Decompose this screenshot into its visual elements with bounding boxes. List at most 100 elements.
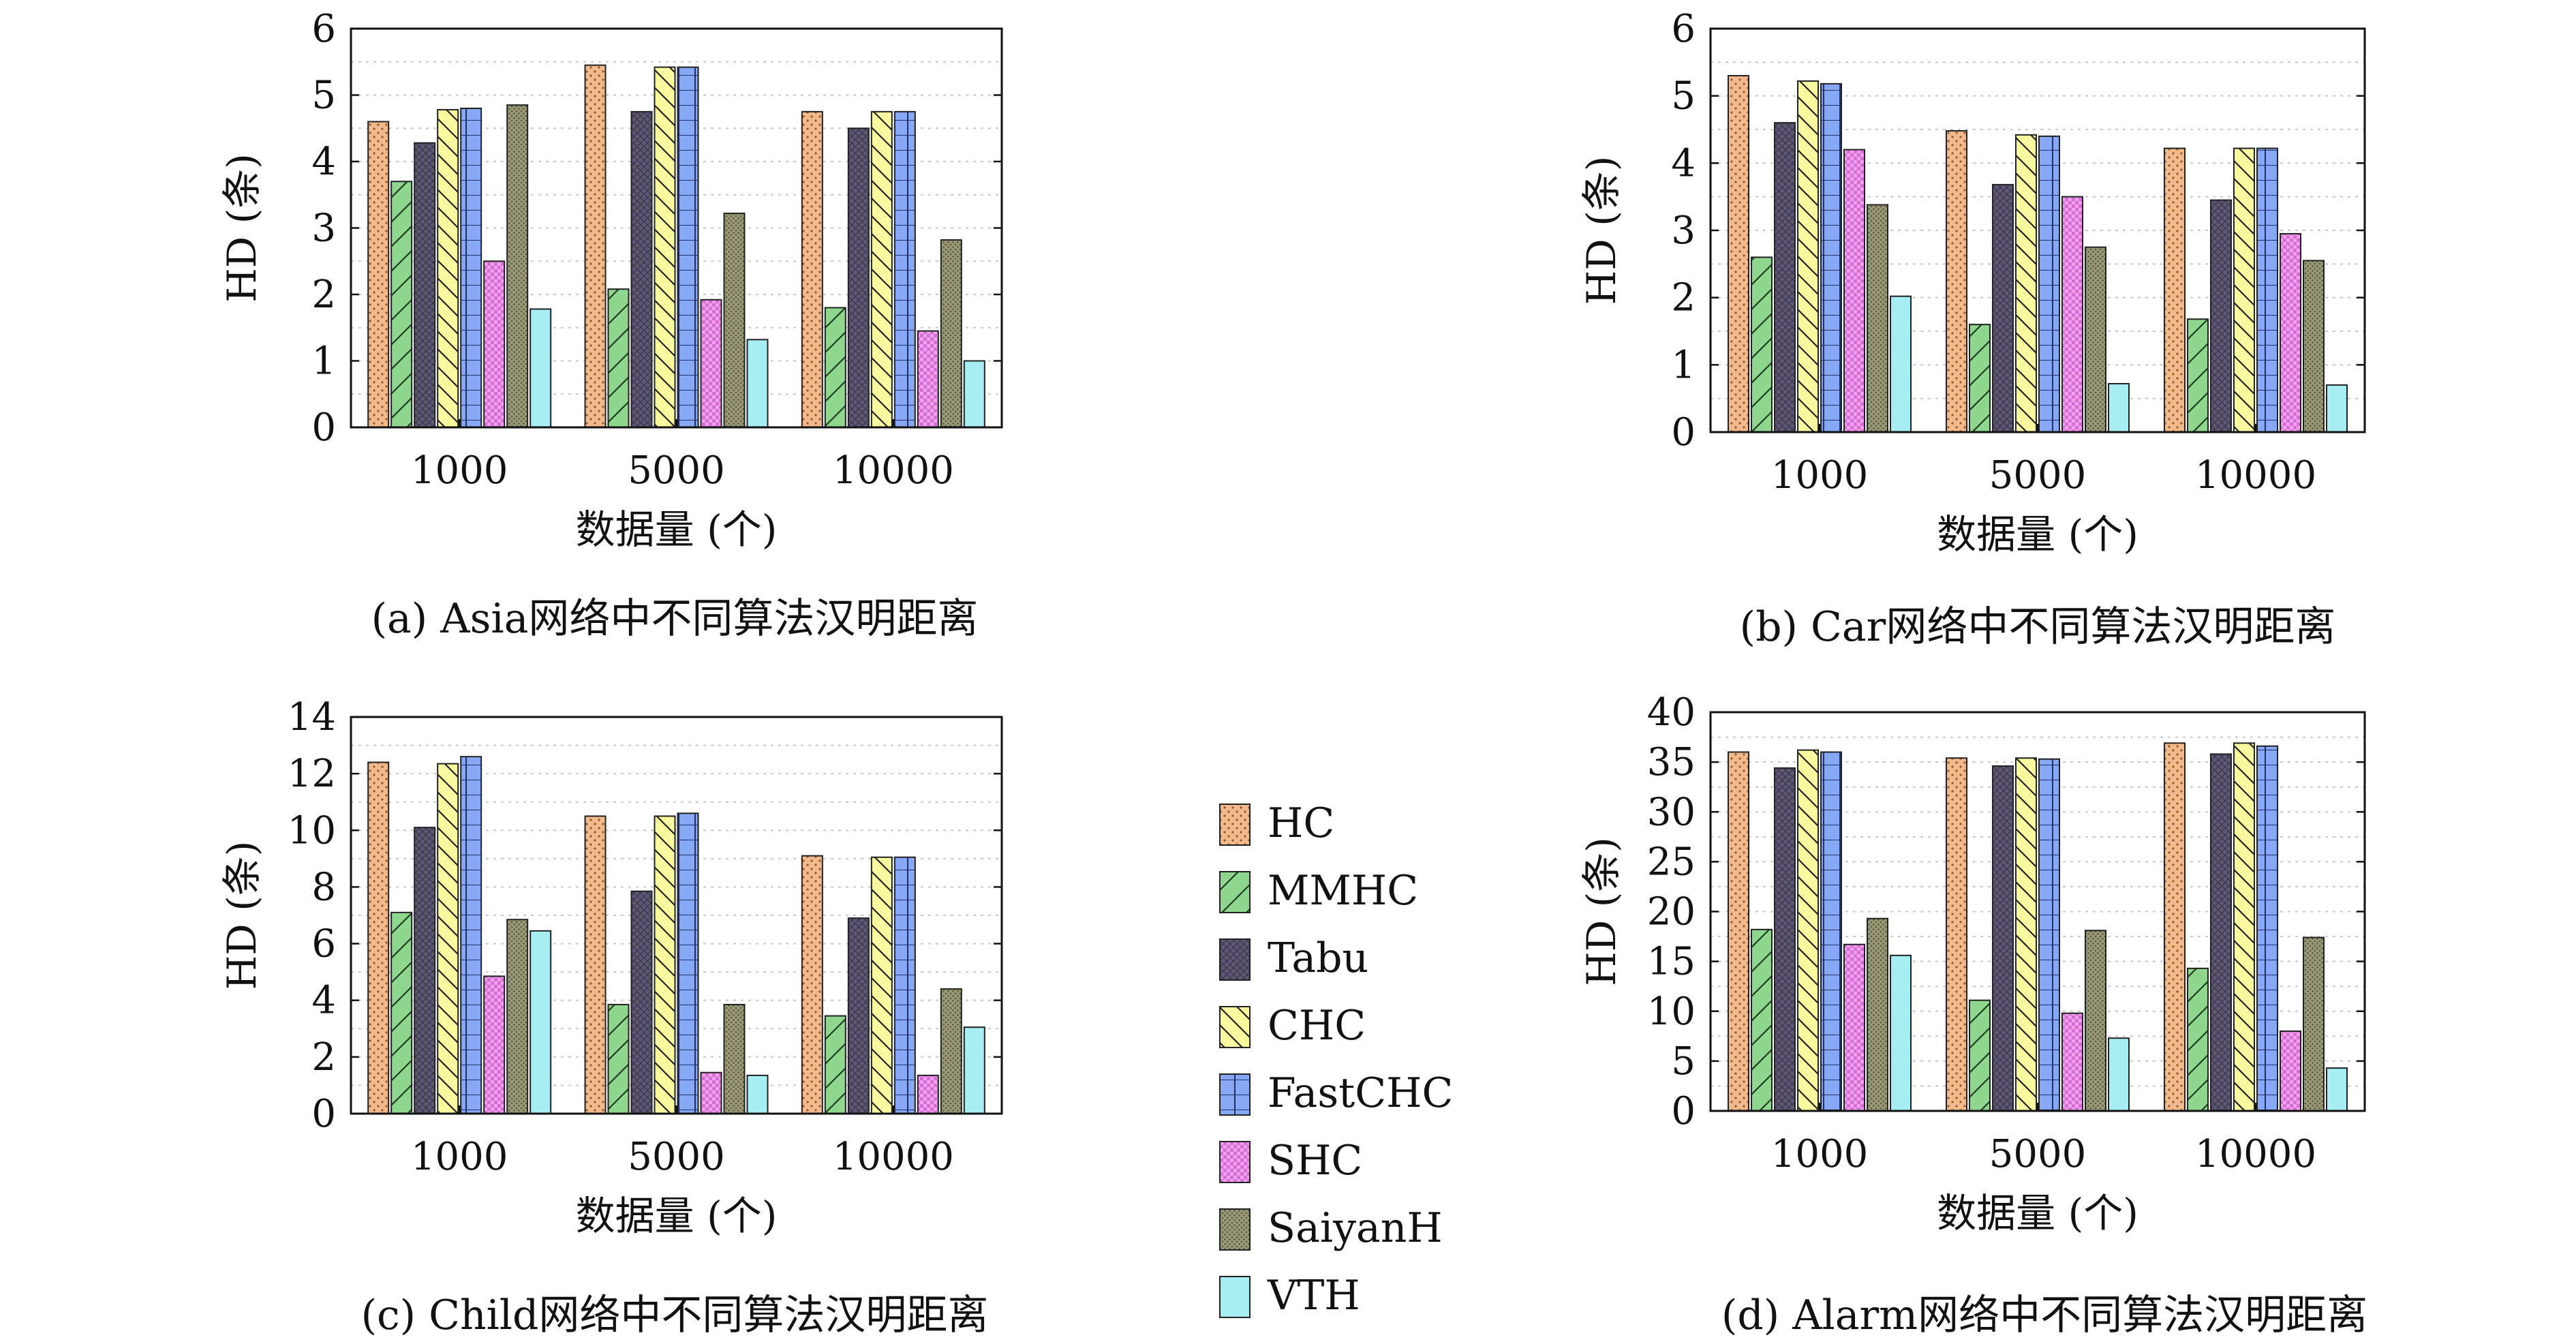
alarm-x-axis-title: 数据量 (个) bbox=[1937, 1190, 2138, 1236]
asia-bar-mmhc-10000 bbox=[824, 307, 846, 428]
legend-label-hc: HC bbox=[1268, 799, 1334, 847]
asia-bar-fastchc-5000 bbox=[677, 66, 699, 429]
car-bar-saiyanh-5000 bbox=[2085, 246, 2106, 433]
car-bar-vth-1000 bbox=[1890, 295, 1912, 433]
alarm-bar-hc-5000 bbox=[1946, 757, 1967, 1112]
car-bar-hc-10000 bbox=[2164, 147, 2186, 433]
alarm-bar-mmhc-10000 bbox=[2187, 967, 2209, 1112]
legend-swatch-chc bbox=[1219, 1006, 1251, 1048]
alarm-bar-chc-5000 bbox=[2015, 757, 2037, 1112]
car-y-tick-label: 6 bbox=[1671, 7, 1696, 51]
asia-x-tick-label: 10000 bbox=[833, 448, 954, 493]
child-x-tick-label: 5000 bbox=[628, 1135, 725, 1179]
car-bar-chc-1000 bbox=[1797, 80, 1819, 433]
asia-bar-saiyanh-1000 bbox=[506, 104, 529, 428]
car-y-tick-label: 5 bbox=[1671, 74, 1696, 119]
child-bar-saiyanh-1000 bbox=[506, 919, 529, 1114]
car-bar-hc-5000 bbox=[1946, 129, 1967, 433]
asia-bar-vth-5000 bbox=[746, 339, 769, 428]
alarm-bar-hc-10000 bbox=[2164, 742, 2186, 1112]
child-y-tick-label: 2 bbox=[311, 1035, 336, 1080]
asia-bar-shc-5000 bbox=[700, 299, 722, 428]
legend-label-chc: CHC bbox=[1268, 1002, 1366, 1050]
asia-y-tick-label: 5 bbox=[311, 74, 336, 118]
caption-asia: (a) Asia网络中不同算法汉明距离 bbox=[371, 595, 979, 643]
alarm-bar-mmhc-5000 bbox=[1969, 999, 1991, 1112]
asia-bar-chc-5000 bbox=[654, 66, 676, 429]
legend-swatch-mmhc bbox=[1219, 871, 1251, 913]
asia-bar-saiyanh-5000 bbox=[723, 213, 746, 428]
chart-panel-car: 1000 5000 10000 0 1 2 3 4 5 6 数据量 (个) HD (条) bbox=[1578, 7, 2366, 558]
asia-plot-frame bbox=[350, 27, 1003, 429]
legend-label-tabu: Tabu bbox=[1268, 934, 1368, 982]
legend-label-vth: VTH bbox=[1267, 1272, 1360, 1319]
child-bar-fastchc-5000 bbox=[677, 812, 699, 1115]
alarm-y-tick-label: 25 bbox=[1647, 840, 1696, 884]
asia-y-tick-label: 6 bbox=[311, 7, 336, 51]
child-bar-fastchc-10000 bbox=[893, 856, 916, 1114]
alarm-y-tick-label: 10 bbox=[1647, 990, 1696, 1034]
alarm-y-axis-title: HD (条) bbox=[1578, 837, 1625, 986]
child-bar-hc-10000 bbox=[801, 855, 823, 1114]
asia-bar-vth-1000 bbox=[530, 308, 552, 429]
chart-panel-asia: 1000 5000 10000 0 1 2 3 4 5 6 数据量 (个) HD (条) bbox=[219, 7, 1003, 553]
asia-x-tick-label: 5000 bbox=[628, 448, 725, 493]
asia-y-tick-label: 3 bbox=[311, 207, 336, 251]
child-bar-vth-1000 bbox=[530, 930, 552, 1114]
car-y-tick-label: 2 bbox=[1671, 276, 1696, 320]
alarm-bar-tabu-5000 bbox=[1992, 765, 2014, 1112]
child-bar-vth-5000 bbox=[746, 1074, 769, 1114]
child-bar-chc-10000 bbox=[870, 856, 893, 1114]
asia-bar-tabu-5000 bbox=[630, 110, 653, 428]
legend-swatch-hc bbox=[1219, 804, 1251, 846]
asia-bar-shc-1000 bbox=[483, 260, 506, 428]
alarm-y-tick-label: 5 bbox=[1671, 1039, 1696, 1084]
alarm-plot-frame bbox=[1709, 711, 2366, 1112]
asia-bar-vth-10000 bbox=[963, 360, 985, 428]
child-bar-saiyanh-10000 bbox=[940, 988, 962, 1114]
car-y-tick-label: 4 bbox=[1671, 141, 1696, 185]
car-x-tick-label: 1000 bbox=[1771, 453, 1869, 498]
child-y-tick-label: 6 bbox=[311, 922, 336, 966]
chart-panel-alarm: 1000 5000 10000 0 5 10 15 20 25 30 35 40 数据量 (个) HD (… bbox=[1578, 690, 2366, 1236]
car-bar-hc-1000 bbox=[1728, 75, 1749, 433]
child-bar-saiyanh-5000 bbox=[723, 1003, 746, 1114]
car-y-axis-title: HD (条) bbox=[1578, 156, 1625, 305]
car-bar-saiyanh-10000 bbox=[2303, 260, 2325, 433]
child-plot-frame bbox=[350, 716, 1003, 1115]
alarm-bar-shc-1000 bbox=[1843, 943, 1865, 1112]
car-bar-vth-5000 bbox=[2108, 382, 2130, 433]
child-y-tick-label: 4 bbox=[311, 979, 336, 1023]
alarm-bar-shc-10000 bbox=[2280, 1030, 2301, 1112]
child-bar-tabu-10000 bbox=[847, 917, 870, 1114]
alarm-bar-saiyanh-10000 bbox=[2303, 936, 2325, 1112]
alarm-bar-vth-1000 bbox=[1890, 954, 1912, 1112]
legend-label-saiyanh: SaiyanH bbox=[1268, 1204, 1443, 1252]
asia-bar-saiyanh-10000 bbox=[940, 239, 962, 428]
child-x-tick-label: 10000 bbox=[833, 1135, 954, 1179]
child-y-tick-label: 0 bbox=[311, 1092, 336, 1136]
alarm-bar-chc-1000 bbox=[1797, 749, 1819, 1112]
asia-bar-mmhc-5000 bbox=[607, 288, 630, 429]
child-y-tick-label: 12 bbox=[288, 752, 336, 796]
child-bar-tabu-5000 bbox=[630, 890, 653, 1115]
alarm-bar-mmhc-1000 bbox=[1751, 928, 1773, 1112]
legend-swatch-vth bbox=[1219, 1276, 1251, 1318]
asia-y-tick-label: 4 bbox=[311, 140, 336, 184]
legend-label-shc: SHC bbox=[1268, 1137, 1362, 1185]
car-bar-tabu-1000 bbox=[1774, 122, 1796, 433]
alarm-bar-vth-5000 bbox=[2108, 1037, 2130, 1112]
legend-swatch-fastchc bbox=[1219, 1073, 1251, 1116]
car-bar-tabu-10000 bbox=[2210, 199, 2232, 433]
asia-bar-hc-5000 bbox=[584, 64, 607, 428]
alarm-x-tick-label: 10000 bbox=[2195, 1132, 2316, 1176]
alarm-bar-tabu-1000 bbox=[1774, 767, 1796, 1112]
legend: HC MMHC Tabu CHC FastCHC SHC SaiyanH VTH bbox=[1219, 799, 1453, 1319]
legend-swatch-saiyanh bbox=[1219, 1208, 1251, 1251]
car-bar-shc-10000 bbox=[2280, 232, 2301, 433]
alarm-bar-saiyanh-1000 bbox=[1867, 917, 1888, 1112]
alarm-y-tick-label: 30 bbox=[1647, 790, 1696, 834]
car-bar-chc-10000 bbox=[2233, 147, 2255, 433]
car-x-axis-title: 数据量 (个) bbox=[1937, 511, 2138, 558]
caption-alarm: (d) Alarm网络中不同算法汉明距离 bbox=[1721, 1292, 2367, 1339]
